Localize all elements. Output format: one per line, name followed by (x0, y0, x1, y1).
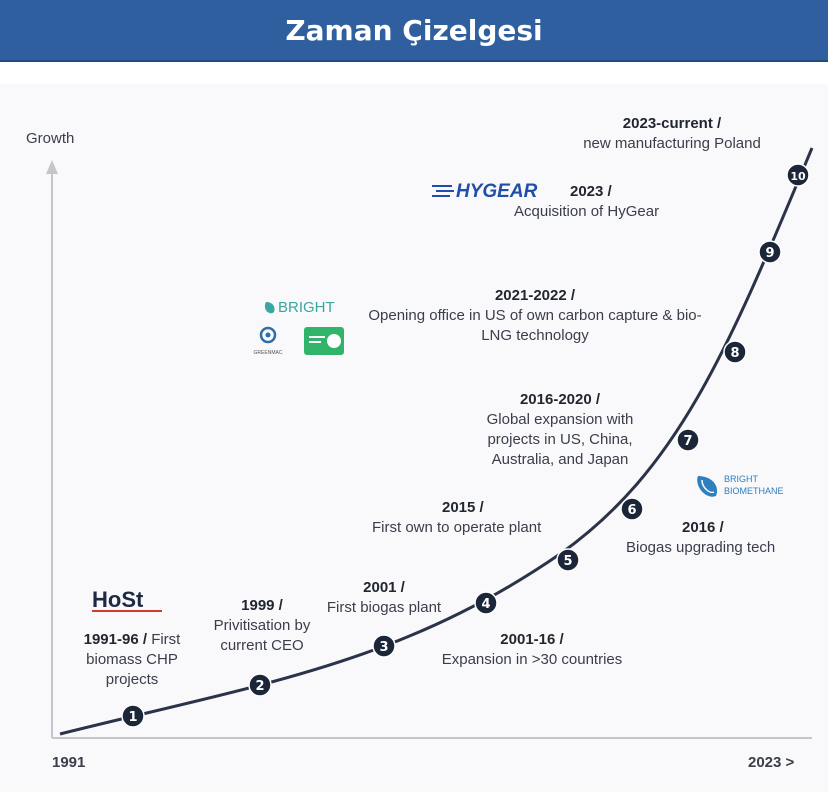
milestone-node-number: 5 (563, 554, 572, 569)
milestone-node-circle (372, 634, 396, 658)
biomethane-leaf-icon (697, 476, 718, 497)
milestone-node-9: 9 (758, 240, 782, 264)
milestone-10-text-1: new manufacturing Poland (583, 135, 761, 152)
milestone-8-label: 2021-2022 / Opening office in US of own … (352, 286, 718, 346)
milestone-8-text-2: LNG technology (481, 327, 589, 344)
y-axis-label: Growth (26, 130, 75, 147)
milestone-6-text-1: Biogas upgrading tech (626, 539, 776, 556)
milestone-node-circle (620, 497, 644, 521)
x-axis-start-label: 1991 (52, 754, 86, 771)
milestone-2-text-1: Privitisation by (213, 617, 311, 634)
milestone-1-text-1: First (151, 631, 181, 648)
milestone-node-number: 10 (790, 170, 806, 183)
page-title: Zaman Çizelgesi (285, 13, 543, 47)
milestone-7-year: 2016-2020 / (519, 391, 601, 408)
milestone-6-label: 2016 / Biogas upgrading tech (626, 518, 775, 558)
milestone-node-circle (676, 428, 700, 452)
milestone-7-label: 2016-2020 / Global expansion with projec… (472, 390, 648, 470)
milestone-nodes: 1 2 3 4 5 6 7 8 9 10 (121, 163, 810, 728)
milestone-8-year: 2021-2022 / (494, 287, 576, 304)
milestone-9-text-1: Acquisition of HyGear (514, 203, 660, 220)
milestone-node-circle (474, 591, 498, 615)
milestone-3-text-1: First biogas plant (326, 599, 442, 616)
hygear-logo: HYGEAR (432, 181, 538, 202)
milestone-5-label: 2015 / First own to operate plant (372, 498, 541, 538)
milestone-3-label: 2001 / First biogas plant (318, 578, 450, 618)
milestone-10-label: 2023-current / new manufacturing Poland (572, 114, 772, 154)
milestone-2-text-2: current CEO (220, 637, 304, 654)
milestone-1-text-2: biomass CHP (86, 651, 178, 668)
milestone-6-year: 2016 / (682, 519, 724, 536)
hygear-logo-text: HYGEAR (456, 181, 538, 202)
milestone-node-number: 4 (481, 597, 490, 612)
milestone-node-circle (786, 163, 810, 187)
milestone-2-year: 1999 / (241, 597, 283, 614)
milestone-node-circle (556, 548, 580, 572)
milestone-node-number: 6 (627, 503, 636, 518)
x-axis-end-label: 2023 > (748, 754, 795, 771)
milestone-4-year: 2001-16 / (500, 631, 564, 648)
milestone-node-number: 1 (128, 710, 137, 725)
header-bar: Zaman Çizelgesi (0, 0, 828, 62)
bright-logo-text: BRIGHT (278, 299, 335, 316)
milestone-1-year: 1991-96 / (83, 631, 148, 648)
green-badge-logo (304, 327, 344, 355)
milestone-node-number: 2 (255, 679, 264, 694)
milestone-node-circle (758, 240, 782, 264)
greenmac-logo: GREENMAC (254, 326, 283, 356)
milestone-node-number: 7 (683, 434, 692, 449)
biomethane-logo-line1: BRIGHT (724, 474, 759, 484)
milestone-8-text-1: Opening office in US of own carbon captu… (368, 307, 702, 324)
y-axis-arrow (46, 160, 58, 174)
milestone-node-circle (121, 704, 145, 728)
bright-logo: BRIGHT (264, 299, 335, 316)
milestone-5-year: 2015 / (442, 499, 484, 516)
milestone-node-circle (248, 673, 272, 697)
milestone-node-5: 5 (556, 548, 580, 572)
milestone-1-text-3: projects (105, 671, 159, 688)
bright-biomethane-logo: BRIGHT BIOMETHANE (697, 474, 784, 497)
milestone-1-label: 1991-96 / First biomass CHP projects (72, 630, 192, 690)
milestone-10-year: 2023-current / (622, 115, 722, 132)
host-logo-text: HoSt (92, 587, 144, 612)
milestone-node-number: 9 (765, 246, 774, 261)
biomethane-logo-line2: BIOMETHANE (724, 486, 784, 496)
milestone-9-label: 2023 / Acquisition of HyGear (514, 182, 659, 222)
bright-leaf-icon (264, 302, 275, 314)
milestone-7-text-1: Global expansion with (486, 411, 634, 428)
milestone-3-year: 2001 / (363, 579, 405, 596)
milestone-node-circle (723, 340, 747, 364)
milestone-node-number: 8 (730, 346, 739, 361)
milestone-node-2: 2 (248, 673, 272, 697)
greenmac-logo-text: GREENMAC (254, 350, 283, 356)
host-logo: HoSt (92, 587, 162, 612)
timeline-diagram: 1 2 3 4 5 6 7 8 9 10 HoSt HYGEAR BRIGHT GREENMAC (46, 147, 814, 739)
milestone-7-text-2: projects in US, China, (487, 431, 633, 448)
milestone-4-text-1: Expansion in >30 countries (441, 651, 623, 668)
greenmac-icon (259, 326, 277, 344)
milestone-node-4: 4 (474, 591, 498, 615)
milestone-node-8: 8 (723, 340, 747, 364)
milestone-5-text-1: First own to operate plant (372, 519, 542, 536)
milestone-node-1: 1 (121, 704, 145, 728)
milestone-9-year: 2023 / (570, 183, 612, 200)
milestone-node-number: 3 (379, 640, 388, 655)
milestone-node-6: 6 (620, 497, 644, 521)
badge-circle-icon (327, 334, 341, 348)
milestone-2-label: 1999 / Privitisation by current CEO (200, 596, 324, 656)
milestone-7-text-3: Australia, and Japan (491, 451, 629, 468)
milestone-node-10: 10 (786, 163, 810, 187)
timeline-panel: 1 2 3 4 5 6 7 8 9 10 HoSt HYGEAR BRIGHT GREENMAC (0, 84, 828, 792)
milestone-node-3: 3 (372, 634, 396, 658)
milestone-node-7: 7 (676, 428, 700, 452)
milestone-4-label: 2001-16 / Expansion in >30 countries (428, 630, 636, 670)
